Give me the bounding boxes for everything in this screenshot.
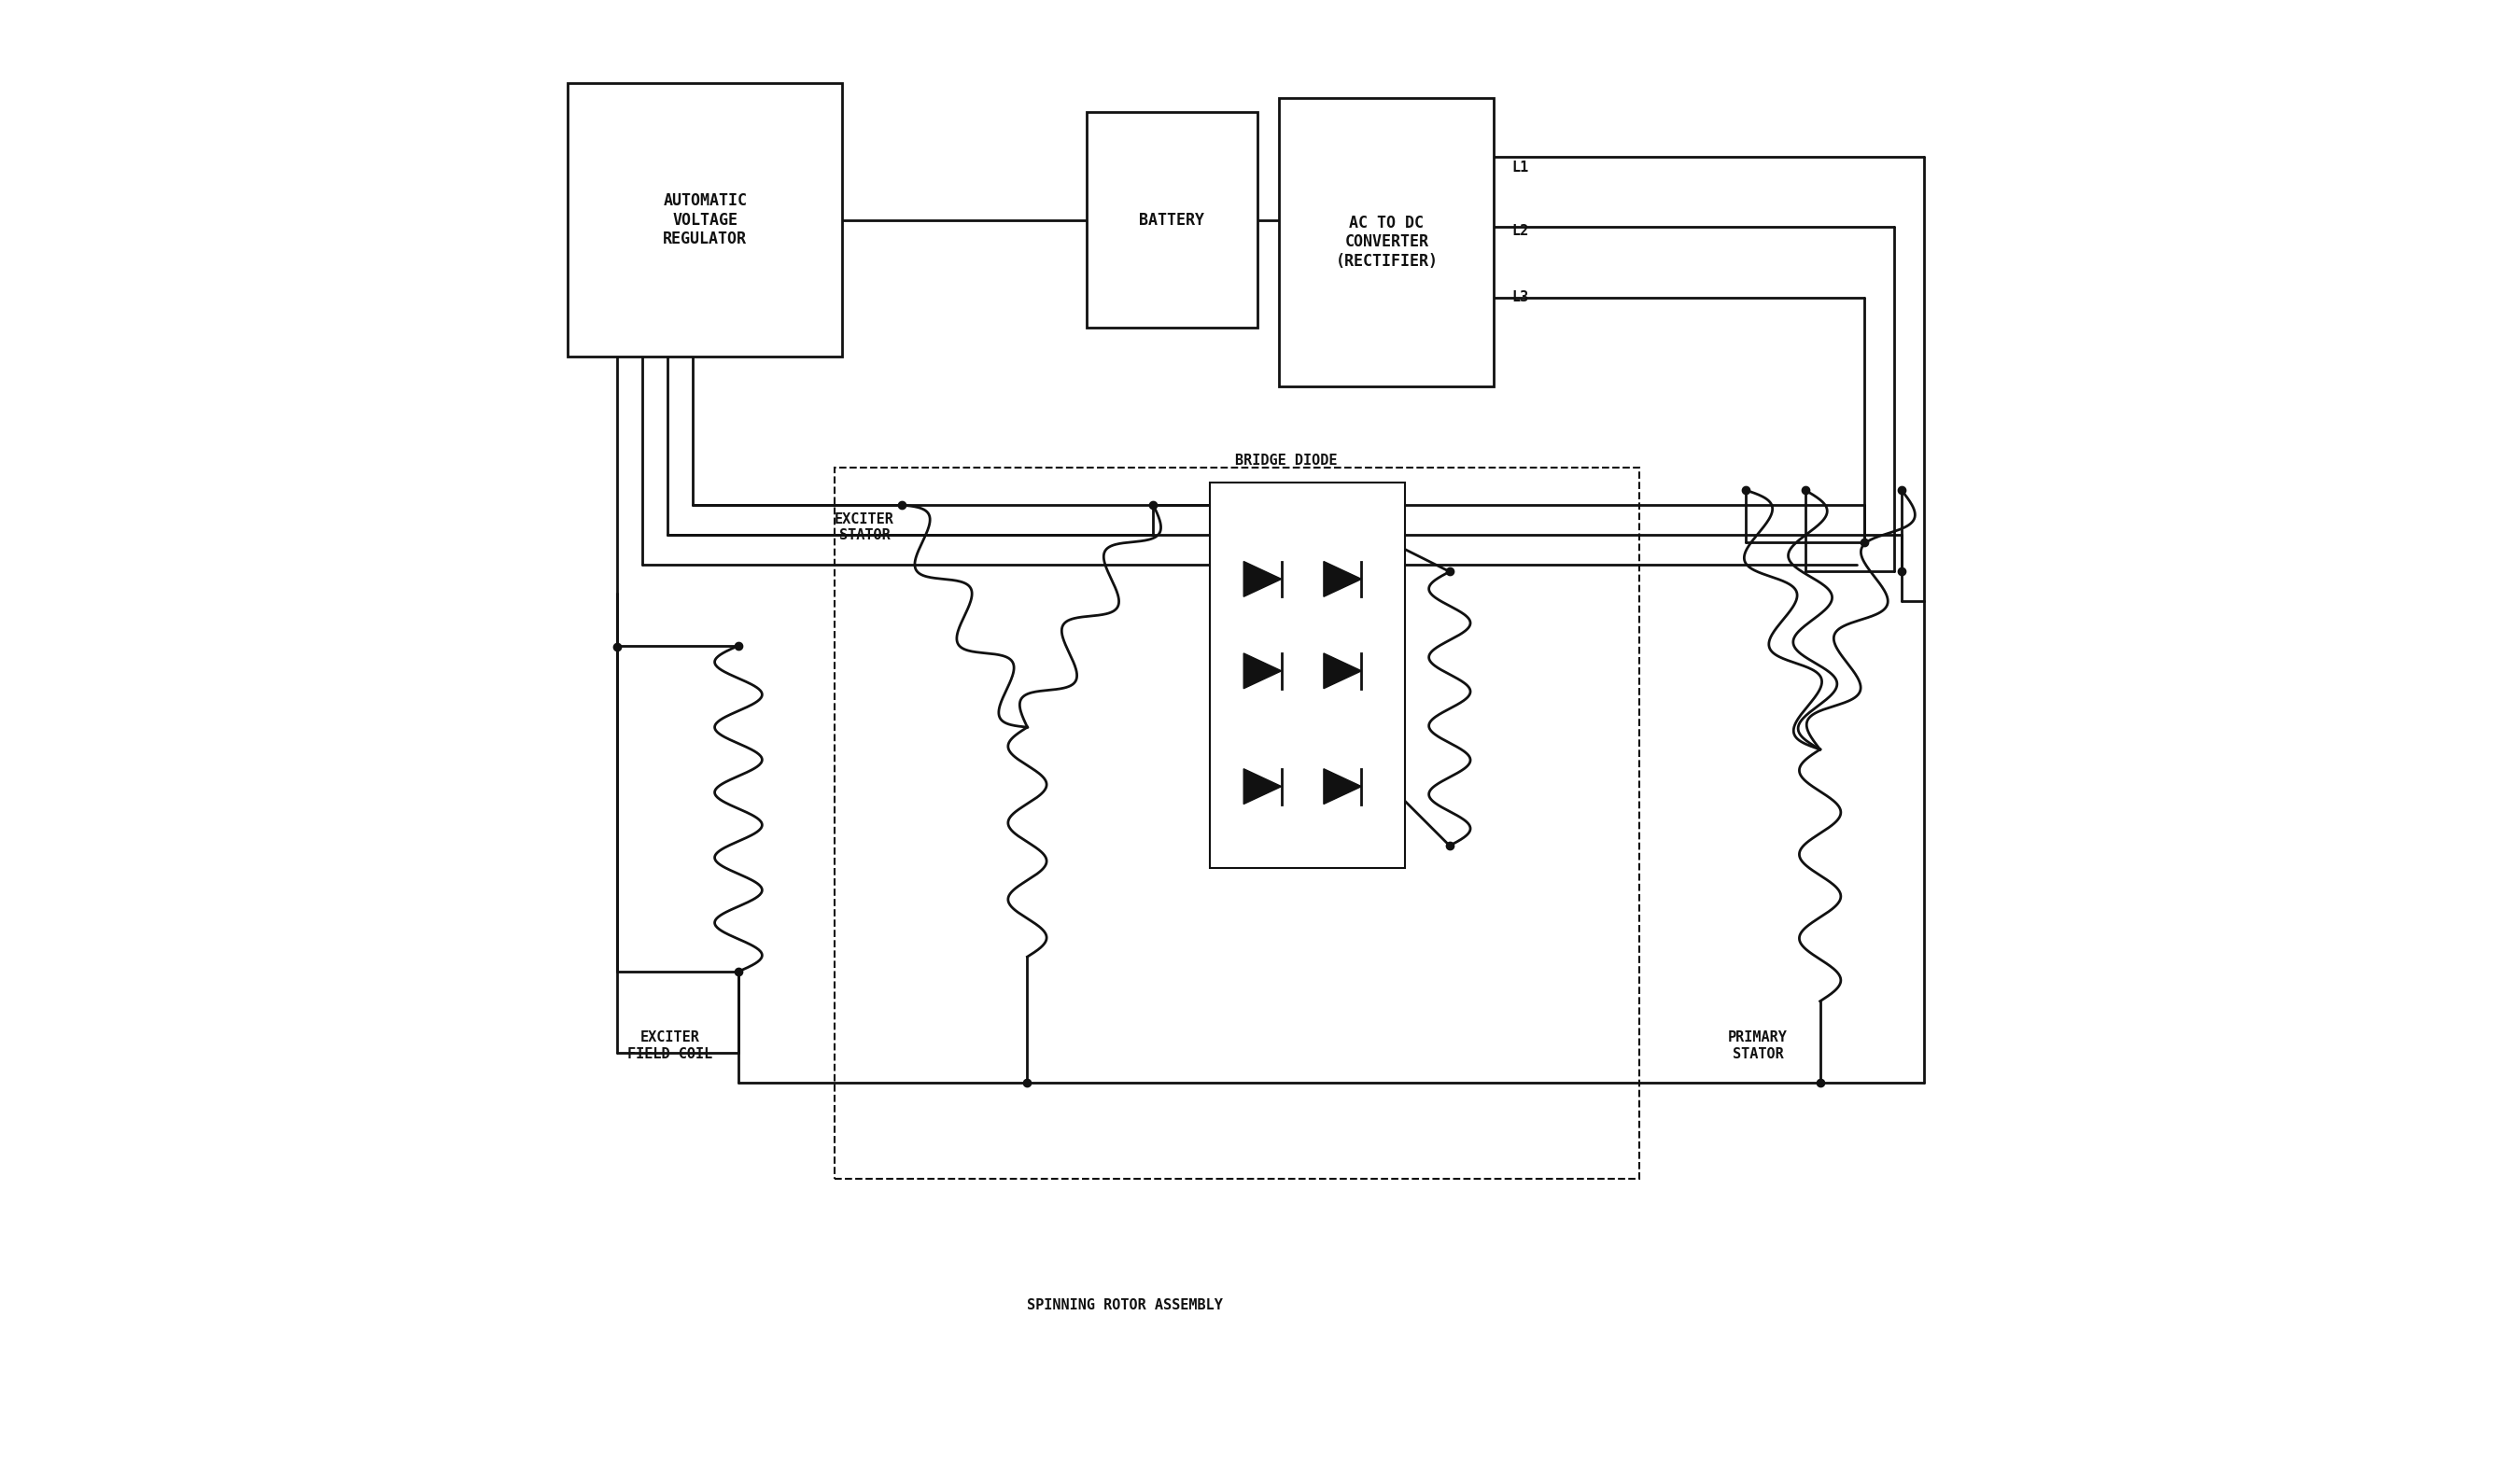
Bar: [835, 467, 1639, 1178]
Bar: [1209, 482, 1405, 868]
Bar: [568, 83, 842, 356]
Text: L2: L2: [1511, 224, 1529, 237]
Text: PRIMARY
STATOR: PRIMARY STATOR: [1727, 1030, 1787, 1061]
Polygon shape: [1244, 769, 1282, 804]
Polygon shape: [1325, 653, 1363, 689]
Text: AUTOMATIC
VOLTAGE
REGULATOR: AUTOMATIC VOLTAGE REGULATOR: [664, 191, 747, 248]
Polygon shape: [1325, 769, 1363, 804]
Polygon shape: [1325, 561, 1363, 597]
Bar: [1086, 113, 1257, 326]
Bar: [1280, 98, 1493, 386]
Text: EXCITER
FIELD COIL: EXCITER FIELD COIL: [628, 1030, 711, 1061]
Text: L1: L1: [1511, 160, 1529, 174]
Polygon shape: [1244, 561, 1282, 597]
Text: EXCITER
STATOR: EXCITER STATOR: [835, 512, 895, 542]
Text: ELECTRO
MAGNET: ELECTRO MAGNET: [1325, 653, 1383, 683]
Text: BRIDGE DIODE: BRIDGE DIODE: [1234, 454, 1337, 467]
Text: BATTERY: BATTERY: [1139, 211, 1204, 229]
Text: L3: L3: [1511, 291, 1529, 304]
Text: SPINNING ROTOR ASSEMBLY: SPINNING ROTOR ASSEMBLY: [1028, 1298, 1224, 1312]
Polygon shape: [1244, 653, 1282, 689]
Text: AC TO DC
CONVERTER
(RECTIFIER): AC TO DC CONVERTER (RECTIFIER): [1335, 214, 1438, 270]
